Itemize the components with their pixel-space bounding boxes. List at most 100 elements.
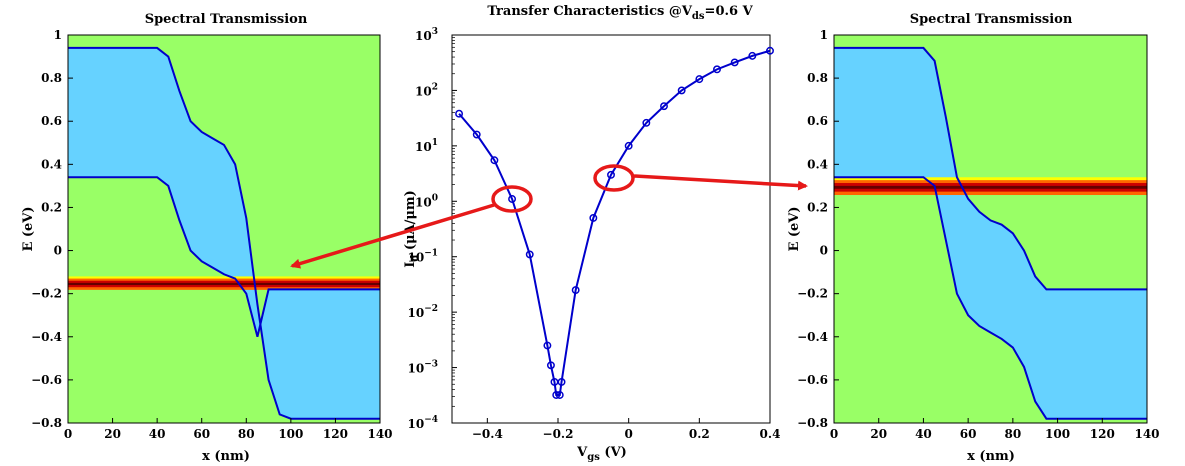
data-point <box>455 109 464 118</box>
conduction-band-curve <box>68 46 380 420</box>
x-tick-label: 0 <box>830 427 838 441</box>
x-tick-label: 100 <box>278 427 303 441</box>
highlight-ellipse-left <box>491 185 533 213</box>
valence-band-curve <box>68 176 380 338</box>
data-point <box>472 130 481 139</box>
left-x-axis-label: x (nm) <box>202 449 250 464</box>
y-tick-label: 100 <box>415 193 438 209</box>
y-tick-label: 0.2 <box>41 200 62 214</box>
band-region <box>68 47 380 419</box>
right-x-axis-label: x (nm) <box>967 449 1015 464</box>
arrow-to-left-panel <box>290 203 495 269</box>
right-y-axis-label: E (eV) <box>787 206 802 251</box>
data-point <box>660 102 668 111</box>
highlight-ellipse-right <box>593 164 635 192</box>
data-point <box>508 195 517 203</box>
plot-frame <box>67 34 381 424</box>
left-spectral-plot: 0 20 40 60 80 100 120 140 1 0.8 0.6 0.4 0.2 0 −0.2 −0.4… <box>31 28 392 441</box>
y-tick-label: 0.4 <box>807 157 828 171</box>
y-tick-label: 0.6 <box>807 114 828 128</box>
data-point <box>624 141 633 150</box>
data-point <box>589 214 598 222</box>
left-y-axis-label: E (eV) <box>21 206 36 251</box>
plot-frame <box>833 34 1148 424</box>
transmission-stripe <box>834 183 1147 187</box>
data-point <box>642 118 651 127</box>
y-tick-label: 102 <box>415 82 438 98</box>
y-tick-label: 0.8 <box>41 71 62 85</box>
data-point <box>525 250 534 259</box>
x-tick-label: 60 <box>193 427 210 441</box>
x-tick-label: 120 <box>323 427 348 441</box>
right-spectral-plot: 0 20 40 60 80 100 120 140 1 0.8 0.6 0.4 0.2 0 −0.2 −0.4… <box>797 28 1159 441</box>
left-panel-title: Spectral Transmission <box>145 12 308 27</box>
x-tick-label: −0.4 <box>472 427 503 441</box>
data-point <box>766 46 774 55</box>
transmission-stripe <box>834 185 1147 190</box>
transmission-stripe <box>68 278 380 282</box>
y-tick-label: 1 <box>820 28 828 42</box>
data-point <box>713 65 721 74</box>
band-region <box>834 47 1147 419</box>
y-tick-label: 0.6 <box>41 114 62 128</box>
data-point <box>555 391 564 399</box>
arrow-to-right-panel <box>633 174 808 191</box>
data-point <box>571 286 580 295</box>
annotations <box>290 164 808 269</box>
y-tick-label: 10−3 <box>407 360 438 376</box>
figure-title: Transfer Characteristics @Vds=0.6 V <box>487 4 753 22</box>
x-tick-label: 60 <box>960 427 977 441</box>
conduction-band-curve <box>834 46 1147 291</box>
y-tick-label: −0.4 <box>31 330 62 344</box>
transmission-stripe <box>68 276 380 280</box>
valence-band-curve <box>834 176 1147 420</box>
data-point <box>748 51 757 60</box>
x-tick-label: 20 <box>870 427 887 441</box>
y-tick-label: 10−2 <box>407 304 438 320</box>
transmission-stripe <box>68 282 380 286</box>
y-tick-label: 10−4 <box>407 415 438 431</box>
mid-x-axis-label: Vgs (V) <box>576 445 627 463</box>
y-tick-label: 1 <box>54 28 62 42</box>
transmission-stripe <box>834 177 1147 181</box>
y-tick-label: −0.6 <box>797 373 828 387</box>
y-tick-label: 0.2 <box>807 200 828 214</box>
data-point <box>543 341 552 350</box>
x-tick-label: 140 <box>1134 427 1159 441</box>
x-tick-label: 100 <box>1045 427 1070 441</box>
data-point <box>607 170 615 179</box>
y-tick-label: −0.6 <box>31 373 62 387</box>
x-tick-label: 0 <box>624 427 632 441</box>
data-point <box>490 156 499 165</box>
transfer-curve <box>458 49 771 396</box>
x-tick-label: 80 <box>238 427 255 441</box>
y-tick-label: −0.8 <box>31 416 62 430</box>
y-tick-label: −0.2 <box>797 287 828 301</box>
x-tick-label: 20 <box>104 427 121 441</box>
plot-frame <box>451 34 771 424</box>
x-tick-label: 0 <box>64 427 72 441</box>
data-point <box>730 58 739 67</box>
transmission-stripe <box>834 188 1147 193</box>
y-tick-label: 0 <box>820 244 828 258</box>
transfer-characteristics-plot: −0.4 −0.2 0 0.2 0.4 103 102 101 100 10−1 10−2 10−3 1… <box>407 27 780 441</box>
y-tick-label: 0.8 <box>807 71 828 85</box>
transmission-stripe <box>834 191 1147 196</box>
x-tick-label: 140 <box>367 427 392 441</box>
y-tick-label: 103 <box>415 27 438 43</box>
y-tick-label: 0 <box>54 244 62 258</box>
x-tick-label: 40 <box>915 427 932 441</box>
y-tick-label: −0.8 <box>797 416 828 430</box>
x-tick-label: −0.2 <box>543 427 574 441</box>
y-tick-label: −0.4 <box>797 330 828 344</box>
data-point <box>546 361 555 370</box>
y-tick-label: 0.4 <box>41 157 62 171</box>
x-tick-label: 80 <box>1005 427 1022 441</box>
mid-y-axis-label: Id (μA/μm) <box>403 190 421 268</box>
x-tick-label: 120 <box>1090 427 1115 441</box>
right-panel-title: Spectral Transmission <box>910 12 1073 27</box>
transmission-stripe <box>834 180 1147 184</box>
x-tick-label: 0.4 <box>760 427 781 441</box>
y-tick-label: 101 <box>415 138 438 154</box>
